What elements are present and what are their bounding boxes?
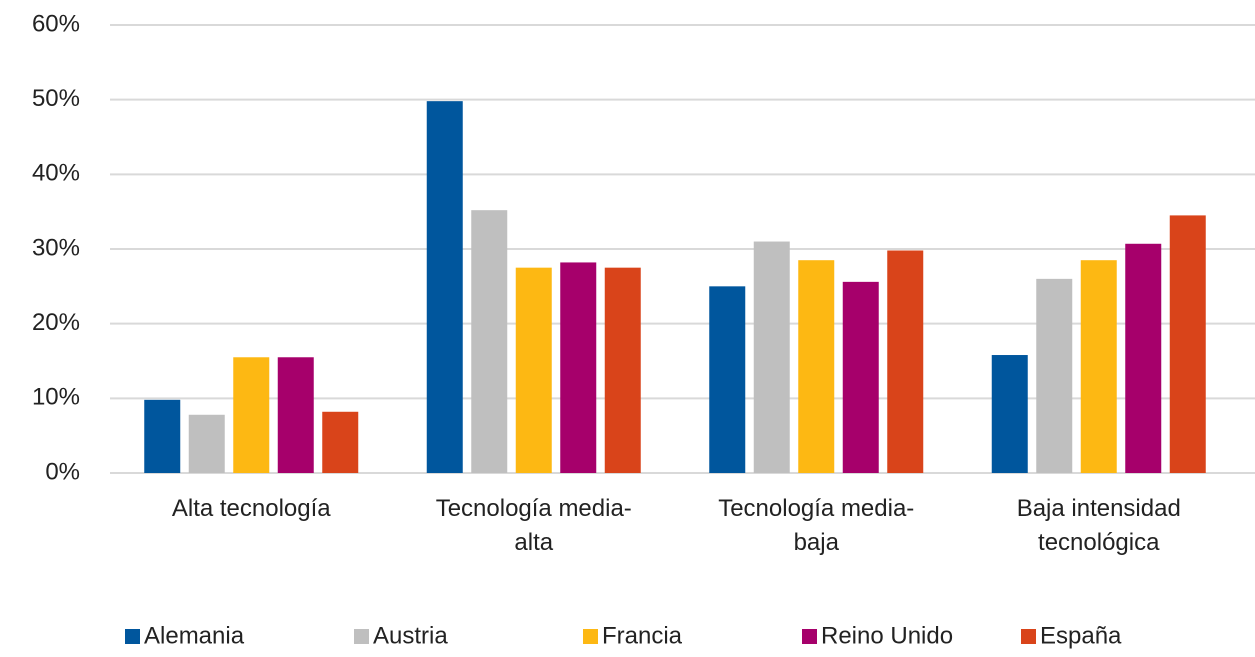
- bar: [1125, 243, 1162, 473]
- x-tick-label: Baja intensidad tecnológica: [1017, 495, 1181, 556]
- legend-label: Reino Unido: [821, 622, 953, 649]
- bar: [604, 267, 641, 473]
- bar: [144, 399, 181, 473]
- bar: [426, 101, 463, 473]
- bar: [1169, 215, 1206, 473]
- bar: [277, 357, 314, 473]
- bar: [560, 262, 597, 473]
- legend-label: Austria: [373, 622, 448, 649]
- y-tick-label: 0%: [45, 458, 80, 485]
- y-tick-label: 40%: [32, 160, 80, 187]
- y-tick-label: 50%: [32, 85, 80, 112]
- legend-label: España: [1040, 622, 1122, 649]
- legend-swatch: [1021, 629, 1036, 644]
- bar: [322, 411, 359, 473]
- y-tick-label: 30%: [32, 234, 80, 261]
- x-tick-label: Tecnología media-baja: [718, 495, 914, 556]
- bar: [709, 286, 746, 473]
- bar: [1080, 260, 1117, 473]
- bar: [515, 267, 552, 473]
- legend-swatch: [125, 629, 140, 644]
- legend-swatch: [583, 629, 598, 644]
- y-tick-label: 10%: [32, 384, 80, 411]
- bar: [798, 260, 835, 473]
- bar: [753, 241, 790, 473]
- bar: [991, 355, 1028, 473]
- legend-swatch: [802, 629, 817, 644]
- x-tick-label: Alta tecnología: [172, 495, 331, 522]
- bar: [1036, 278, 1073, 473]
- legend-swatch: [354, 629, 369, 644]
- bar: [188, 414, 225, 473]
- bar: [842, 281, 879, 473]
- bar: [887, 250, 924, 473]
- bar: [233, 357, 270, 473]
- legend-label: Francia: [602, 622, 683, 649]
- legend-label: Alemania: [144, 622, 245, 649]
- x-tick-label: Tecnología media-alta: [436, 495, 632, 556]
- y-tick-label: 60%: [32, 10, 80, 37]
- y-tick-label: 20%: [32, 309, 80, 336]
- bar: [471, 210, 508, 473]
